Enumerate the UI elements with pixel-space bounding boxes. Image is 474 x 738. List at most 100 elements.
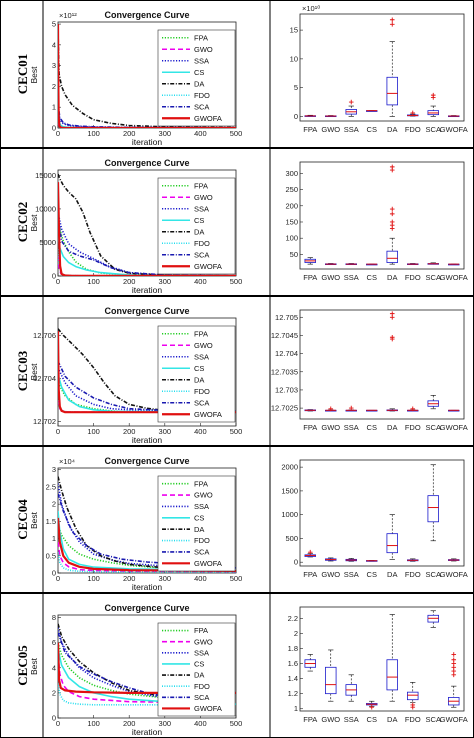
x-tick-label: 500 [230, 574, 243, 583]
y-tick-label: 15000 [35, 171, 56, 180]
x-tick-label: CS [367, 715, 377, 724]
y-tick-label: 1.4 [288, 674, 298, 683]
series-line-da [58, 30, 236, 128]
outlier-mark [307, 549, 313, 555]
outlier-mark [451, 657, 457, 663]
outlier-mark [348, 405, 354, 411]
box-plot: 12.7025 12.703 12.7035 12.704 12.7045 12.705 F… [271, 309, 468, 432]
legend-label: CS [194, 216, 204, 225]
legend-label: SSA [194, 204, 209, 213]
legend-box [157, 622, 236, 717]
x-tick-label: 500 [230, 719, 243, 728]
y-tick-label: 10000 [35, 204, 56, 213]
y-tick-label: 2000 [281, 463, 298, 472]
y-tick-label: 0 [294, 112, 298, 121]
x-tick-label: 500 [230, 277, 243, 286]
x-tick-label: FPA [303, 715, 317, 724]
outlier-mark [348, 99, 354, 105]
series-line-gwofa [58, 330, 236, 414]
y-tick-label: 2 [52, 688, 56, 697]
y-tick-label: 2.5 [46, 482, 56, 491]
legend-label: CS [194, 364, 204, 373]
series-line-ssa [58, 212, 236, 276]
x-tick-label: 200 [123, 719, 136, 728]
chart-title: Convergence Curve [104, 603, 189, 613]
y-tick-label: 6 [52, 638, 56, 647]
x-tick-label: FDO [405, 423, 421, 432]
y-tick-label: 1000 [281, 510, 298, 519]
series-line-fpa [58, 642, 172, 700]
y-tick-label: 15 [290, 26, 298, 35]
y-tick-label: 12.705 [275, 313, 298, 322]
legend-label: GWO [194, 341, 213, 350]
y-tick-label: 12.703 [275, 385, 298, 394]
box-sca [427, 495, 439, 523]
y-axis-label: Best [29, 66, 39, 84]
y-tick-label: 3 [52, 61, 56, 70]
x-tick-label: GWO [321, 273, 340, 282]
box-da [386, 76, 398, 106]
x-tick-label: SSA [344, 273, 359, 282]
y-tick-label: 1.6 [288, 659, 298, 668]
x-tick-label: 200 [123, 427, 136, 436]
x-tick-label: 200 [123, 129, 136, 138]
x-tick-label: GWOFA [440, 715, 468, 724]
plot-area [299, 13, 465, 122]
legend-label: SSA [194, 502, 209, 511]
legend-label: DA [194, 227, 204, 236]
chart-title: Convergence Curve [104, 306, 189, 316]
y-axis-exponent: ×10¹⁰ [302, 4, 320, 13]
x-tick-label: 0 [56, 574, 60, 583]
legend-label: FPA [194, 33, 208, 42]
x-tick-label: 0 [56, 129, 60, 138]
y-tick-label: 250 [285, 185, 298, 194]
x-tick-label: 400 [194, 719, 207, 728]
legend: FPA GWO SSA CS DA FDO SCA GWOFA [157, 475, 236, 572]
y-tick-label: 5 [52, 20, 56, 29]
x-tick-label: GWO [321, 570, 340, 579]
problem-label: CEC02 [15, 202, 30, 242]
x-tick-label: SSA [344, 570, 359, 579]
legend-label: SCA [194, 102, 209, 111]
x-tick-label: 0 [56, 719, 60, 728]
y-tick-label: 5 [294, 83, 298, 92]
chart-title: Convergence Curve [104, 10, 189, 20]
legend-label: DA [194, 79, 204, 88]
y-tick-label: 0.5 [46, 551, 56, 560]
outlier-mark [430, 92, 436, 98]
x-tick-label: CS [367, 125, 377, 134]
x-tick-label: 500 [230, 427, 243, 436]
x-tick-label: FPA [303, 423, 317, 432]
y-tick-label: 200 [285, 201, 298, 210]
outlier-mark [410, 406, 416, 412]
y-tick-label: 12.7025 [271, 404, 298, 413]
y-axis-label: Best [29, 657, 39, 675]
series-line-da [58, 623, 173, 699]
box-gwo [325, 666, 337, 695]
x-tick-label: DA [387, 125, 397, 134]
x-tick-label: 300 [159, 277, 172, 286]
outlier-mark [389, 211, 395, 217]
legend-label: SCA [194, 693, 209, 702]
series-line-da [58, 328, 236, 413]
series-group [58, 328, 236, 414]
outlier-mark [328, 406, 334, 412]
x-tick-label: SSA [344, 423, 359, 432]
x-tick-label: 300 [159, 719, 172, 728]
legend-label: GWOFA [194, 704, 222, 713]
chart-title: Convergence Curve [104, 158, 189, 168]
x-tick-label: DA [387, 715, 397, 724]
outlier-mark [410, 704, 416, 710]
outlier-mark [389, 22, 395, 27]
x-tick-label: GWOFA [440, 273, 468, 282]
chart-title: Convergence Curve [104, 456, 189, 466]
x-tick-label: 100 [87, 427, 100, 436]
legend-label: DA [194, 375, 204, 384]
x-tick-label: SCA [426, 125, 441, 134]
legend-box [157, 475, 236, 572]
x-tick-label: 0 [56, 277, 60, 286]
outlier-mark [389, 17, 395, 23]
legend-label: SSA [194, 648, 209, 657]
series-line-fpa [58, 382, 236, 413]
